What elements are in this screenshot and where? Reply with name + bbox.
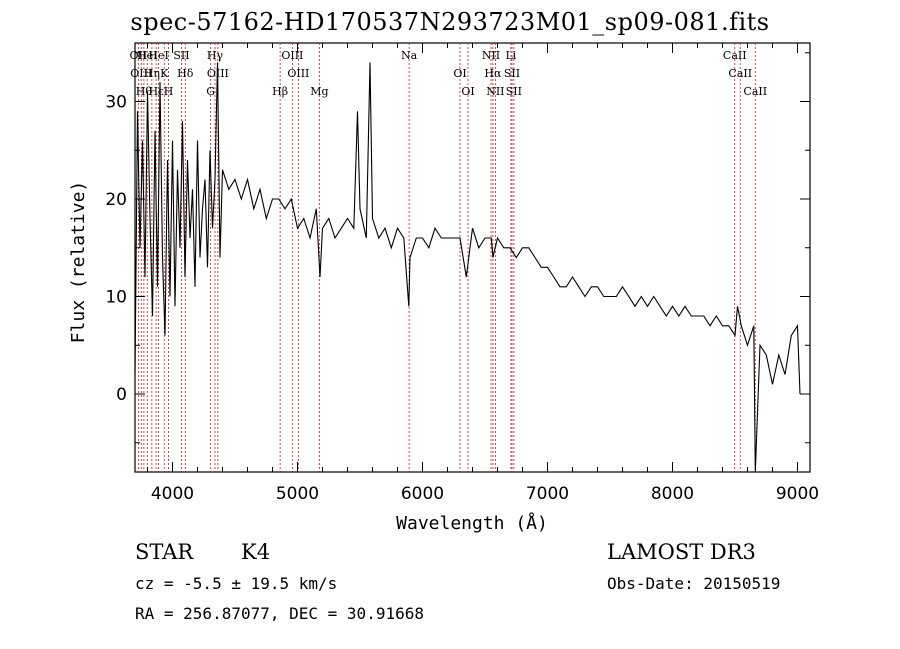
plot-frame (134, 42, 811, 473)
spectral-line-label: G (206, 85, 215, 98)
spectral-line-label: Hδ (177, 67, 194, 80)
spectral-line-label: OII (130, 49, 148, 62)
chart-title: spec-57162-HD170537N293723M01_sp09-081.f… (130, 8, 770, 36)
ra-dec: RA = 256.87077, DEC = 30.91668 (135, 604, 424, 623)
spectral-line-label: Li (505, 49, 516, 62)
x-tick-label: 6000 (401, 484, 444, 504)
spectral-line-label: HeI (148, 49, 168, 62)
spectral-line-label: OI (453, 67, 466, 80)
redshift-value: cz = -5.5 ± 19.5 km/s (135, 574, 338, 593)
y-tick-label: 20 (105, 190, 127, 210)
object-class: STAR (135, 540, 194, 564)
spectral-line-label: OI (461, 85, 474, 98)
x-tick-label: 9000 (776, 484, 819, 504)
x-tick-label: 4000 (151, 484, 194, 504)
spectral-line-label: NII (486, 85, 504, 98)
spectral-line-label: Mg (310, 85, 328, 98)
y-tick-label: 30 (105, 93, 127, 113)
spectral-line-label: CaII (723, 49, 747, 62)
spectral-line-label: Hβ (272, 85, 288, 98)
spectral-line-label: SII (506, 85, 522, 98)
spectrum-series-line (134, 62, 801, 473)
spectral-line-label: Hθ (136, 85, 153, 98)
x-tick-label: 5000 (276, 484, 319, 504)
y-tick-label: 10 (105, 288, 127, 308)
x-tick-label: 7000 (526, 484, 569, 504)
spectral-line-label: OIII (130, 67, 152, 80)
spectral-line-label: NII (482, 49, 500, 62)
spectral-line-label: CaII (743, 85, 767, 98)
spectral-line-label: Na (401, 49, 418, 62)
spectral-line-label: OIII (281, 49, 303, 62)
spectral-line-label: H (164, 85, 174, 98)
spectral-line-label: Hη (144, 67, 160, 80)
survey-name: LAMOST DR3 (607, 540, 756, 564)
x-tick-label: 8000 (651, 484, 694, 504)
spectral-line-label: SII (173, 49, 189, 62)
spectral-line-label: OIII (207, 67, 229, 80)
spectral-line-label: SII (504, 67, 520, 80)
spectral-line-label: Hα (484, 67, 502, 80)
object-subclass: K4 (241, 540, 271, 564)
spectral-line-label: HeI (137, 49, 157, 62)
spectral-line-label: Hε (148, 85, 164, 98)
spectral-line-label: K (160, 67, 169, 80)
spectral-line-label: CaII (728, 67, 752, 80)
y-tick-label: 0 (116, 385, 127, 405)
y-axis-label: Flux (relative) (68, 181, 89, 344)
spectral-line-label: OIII (287, 67, 309, 80)
spectral-line-label: Hγ (207, 49, 224, 62)
x-axis-label: Wavelength (Å) (396, 512, 548, 534)
obs-date: Obs-Date: 20150519 (607, 574, 781, 593)
